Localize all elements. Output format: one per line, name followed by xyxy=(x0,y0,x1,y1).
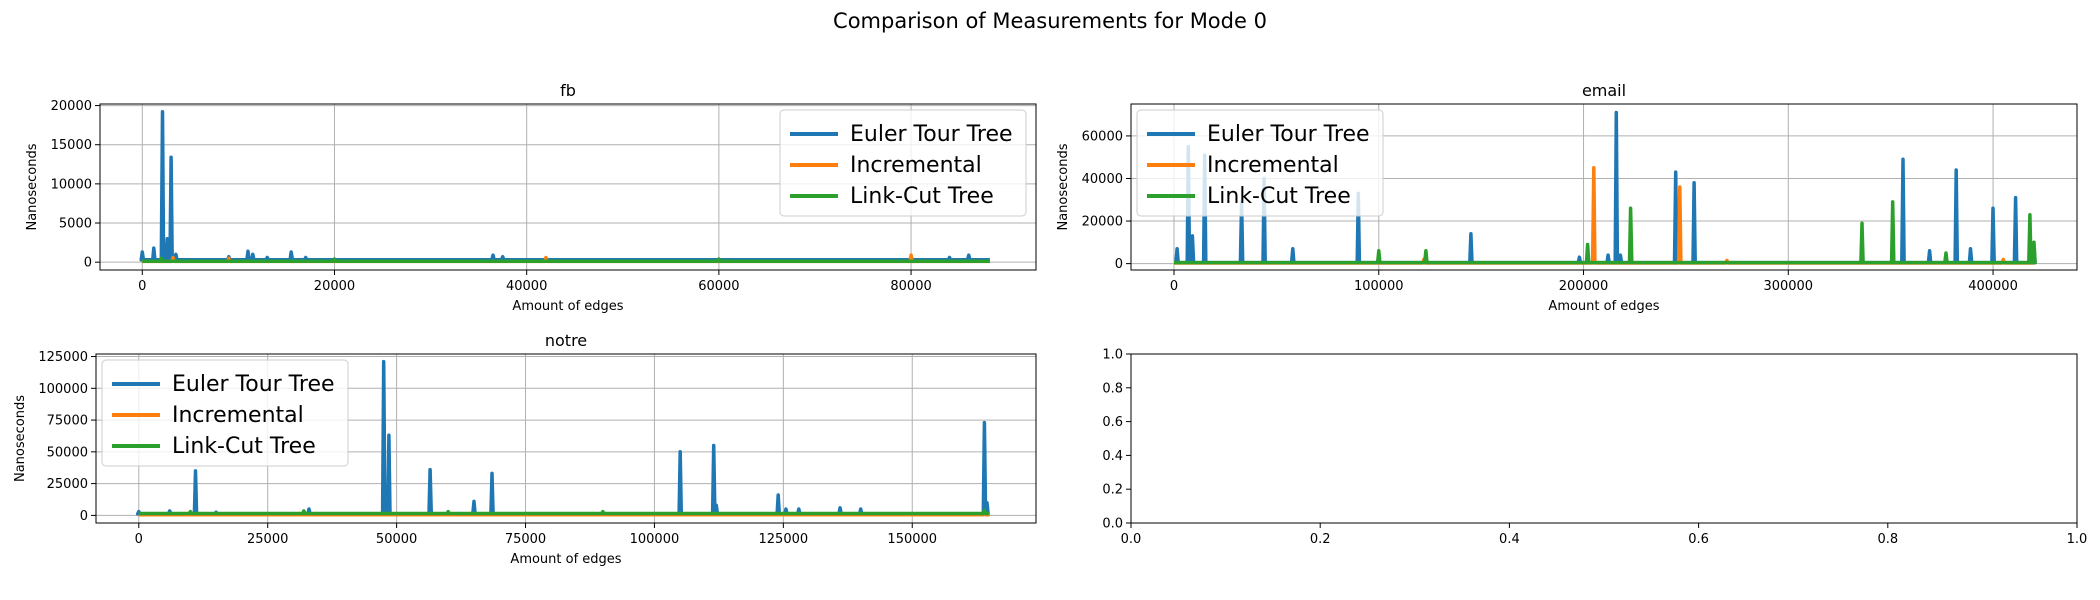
x-tick-label: 60000 xyxy=(698,279,739,294)
legend: Euler Tour Tree Incremental Link-Cut Tree xyxy=(779,109,1027,217)
subplot-email: 0 100000 200000 300000 400000 0 20000 40000 6000… xyxy=(1056,81,2078,314)
x-tick-label: 0.8 xyxy=(1877,532,1898,547)
y-tick-label: 60000 xyxy=(1082,129,1123,144)
y-tick-label: 15000 xyxy=(51,138,92,153)
x-tick-label: 1.0 xyxy=(2067,532,2088,547)
legend-label: Link-Cut Tree xyxy=(1207,184,1351,209)
y-tick-label: 0.4 xyxy=(1102,449,1123,464)
y-tick-label: 0.6 xyxy=(1102,415,1123,430)
x-tick-label: 50000 xyxy=(376,532,417,547)
legend-label: Incremental xyxy=(172,403,304,428)
series-line-linkcut xyxy=(138,508,990,516)
axes-frame xyxy=(1130,353,2078,524)
legend: Euler Tour Tree Incremental Link-Cut Tree xyxy=(101,359,349,467)
y-axis-label: Nanoseconds xyxy=(1056,143,1071,230)
legend-label: Link-Cut Tree xyxy=(850,184,994,209)
y-tick-label: 25000 xyxy=(47,477,88,492)
x-tick-label: 0 xyxy=(135,532,143,547)
series-line-linkcut xyxy=(1174,200,2037,265)
x-axis-label: Amount of edges xyxy=(510,552,621,567)
x-tick-label: 0.4 xyxy=(1499,532,1520,547)
x-tick-label: 40000 xyxy=(506,279,547,294)
legend-box xyxy=(1136,109,1384,217)
x-tick-label: 0.0 xyxy=(1121,532,1142,547)
x-tick-label: 0 xyxy=(1170,279,1178,294)
legend-box xyxy=(101,359,349,467)
legend-label: Incremental xyxy=(850,153,982,178)
legend-box xyxy=(779,109,1027,217)
x-tick-label: 25000 xyxy=(247,532,288,547)
x-axis-label: Amount of edges xyxy=(512,299,623,314)
y-tick-label: 10000 xyxy=(51,177,92,192)
x-axis-label: Amount of edges xyxy=(1548,299,1659,314)
legend-label: Euler Tour Tree xyxy=(172,372,335,397)
y-tick-label: 0.8 xyxy=(1102,381,1123,396)
subplots: 0 20000 40000 60000 80000 0 5000 10000 15000 2000… xyxy=(13,81,2087,567)
y-tick-label: 0.2 xyxy=(1102,483,1123,498)
axes-frame xyxy=(95,353,1037,524)
axes-frame xyxy=(1130,103,2078,271)
y-tick-label: 5000 xyxy=(59,217,92,232)
subplot-fb: 0 20000 40000 60000 80000 0 5000 10000 15000 2000… xyxy=(25,81,1037,314)
legend-label: Link-Cut Tree xyxy=(172,434,316,459)
axes-frame xyxy=(99,103,1037,271)
x-tick-label: 200000 xyxy=(1559,279,1609,294)
x-tick-label: 125000 xyxy=(759,532,809,547)
y-tick-label: 20000 xyxy=(51,99,92,114)
x-tick-label: 0.2 xyxy=(1310,532,1331,547)
legend-label: Euler Tour Tree xyxy=(850,122,1013,147)
x-tick-label: 100000 xyxy=(630,532,680,547)
subplot-notre: 0 25000 50000 75000 100000 125000 150000 0 25000… xyxy=(13,331,1037,567)
x-tick-label: 20000 xyxy=(314,279,355,294)
legend-label: Incremental xyxy=(1207,153,1339,178)
x-tick-label: 100000 xyxy=(1354,279,1404,294)
y-axis-label: Nanoseconds xyxy=(25,143,40,230)
x-tick-label: 75000 xyxy=(505,532,546,547)
y-tick-label: 20000 xyxy=(1082,215,1123,230)
y-tick-label: 0 xyxy=(80,509,88,524)
series-line-linkcut xyxy=(142,256,990,263)
y-tick-label: 0 xyxy=(1115,257,1123,272)
legend-label: Euler Tour Tree xyxy=(1207,122,1370,147)
x-tick-label: 400000 xyxy=(1968,279,2018,294)
y-tick-label: 50000 xyxy=(47,445,88,460)
y-tick-label: 40000 xyxy=(1082,172,1123,187)
y-tick-label: 125000 xyxy=(38,350,88,365)
legend: Euler Tour Tree Incremental Link-Cut Tree xyxy=(1136,109,1384,217)
figure-title: Comparison of Measurements for Mode 0 xyxy=(833,9,1267,33)
x-tick-label: 0.6 xyxy=(1688,532,1709,547)
x-tick-label: 300000 xyxy=(1763,279,1813,294)
x-tick-label: 150000 xyxy=(887,532,937,547)
y-tick-label: 1.0 xyxy=(1102,348,1123,363)
y-axis-label: Nanoseconds xyxy=(13,395,28,482)
subplot-title: fb xyxy=(560,81,576,100)
y-tick-label: 100000 xyxy=(38,382,88,397)
subplot-title: notre xyxy=(545,331,587,350)
y-tick-label: 75000 xyxy=(47,414,88,429)
y-tick-label: 0.0 xyxy=(1102,517,1123,532)
y-tick-label: 0 xyxy=(84,256,92,271)
x-tick-label: 80000 xyxy=(890,279,931,294)
subplot-title: email xyxy=(1582,81,1626,100)
x-tick-label: 0 xyxy=(138,279,146,294)
subplot-empty: 0.0 0.2 0.4 0.6 0.8 1.0 0.0 0.2 0.4 0.6 0.8 1.0 xyxy=(1102,348,2087,548)
